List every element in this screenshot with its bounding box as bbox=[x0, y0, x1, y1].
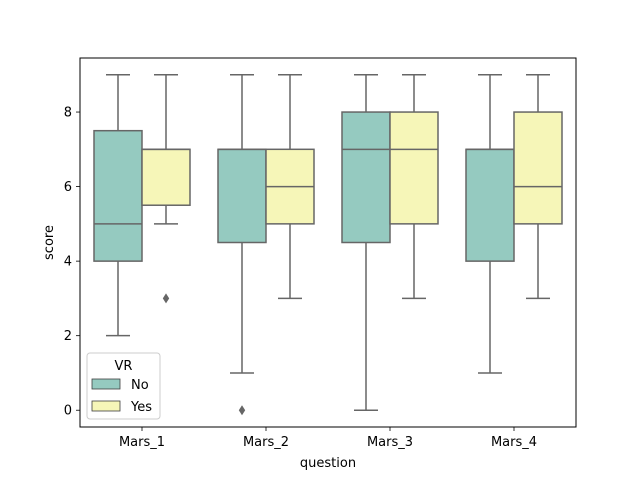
y-tick-label: 6 bbox=[64, 180, 72, 195]
outlier-point bbox=[162, 293, 170, 304]
y-tick-label: 8 bbox=[64, 106, 72, 121]
x-tick-label: Mars_1 bbox=[119, 435, 165, 450]
box-Mars_2-Yes bbox=[265, 74, 315, 300]
box-Mars_1-Yes bbox=[141, 74, 191, 304]
axes-frame bbox=[79, 57, 577, 428]
x-tick-label: Mars_4 bbox=[491, 435, 537, 450]
box-iqr bbox=[141, 148, 191, 206]
y-tick-label: 0 bbox=[64, 404, 72, 419]
y-tick-label: 2 bbox=[64, 329, 72, 344]
box-iqr bbox=[217, 148, 267, 244]
box-Mars_3-Yes bbox=[389, 74, 439, 300]
outlier-point bbox=[238, 405, 246, 416]
plot-area bbox=[93, 74, 563, 416]
box-Mars_2-No bbox=[217, 74, 267, 416]
y-tick-label: 4 bbox=[64, 255, 72, 270]
box-Mars_3-No bbox=[341, 74, 391, 411]
legend-label-no: No bbox=[131, 378, 149, 393]
legend-label-yes: Yes bbox=[130, 400, 152, 415]
x-tick-label: Mars_2 bbox=[243, 435, 289, 450]
box-Mars_4-No bbox=[465, 74, 515, 374]
x-axis-label: question bbox=[300, 456, 356, 471]
y-axis-label: score bbox=[42, 225, 57, 260]
box-Mars_1-No bbox=[93, 74, 143, 337]
box-iqr bbox=[513, 111, 563, 225]
box-iqr bbox=[341, 111, 391, 244]
box-iqr bbox=[389, 111, 439, 225]
box-iqr bbox=[93, 129, 143, 262]
legend: VR No Yes bbox=[86, 352, 161, 420]
legend-title: VR bbox=[115, 359, 133, 374]
legend-swatch-yes bbox=[91, 400, 121, 412]
x-tick-label: Mars_3 bbox=[367, 435, 413, 450]
box-iqr bbox=[465, 148, 515, 262]
legend-swatch-no bbox=[91, 378, 121, 390]
box-Mars_4-Yes bbox=[513, 74, 563, 300]
axis-ticks: 0 2 4 6 8 Mars_1 Mars_2 Mars_3 Mars_4 bbox=[64, 106, 537, 450]
